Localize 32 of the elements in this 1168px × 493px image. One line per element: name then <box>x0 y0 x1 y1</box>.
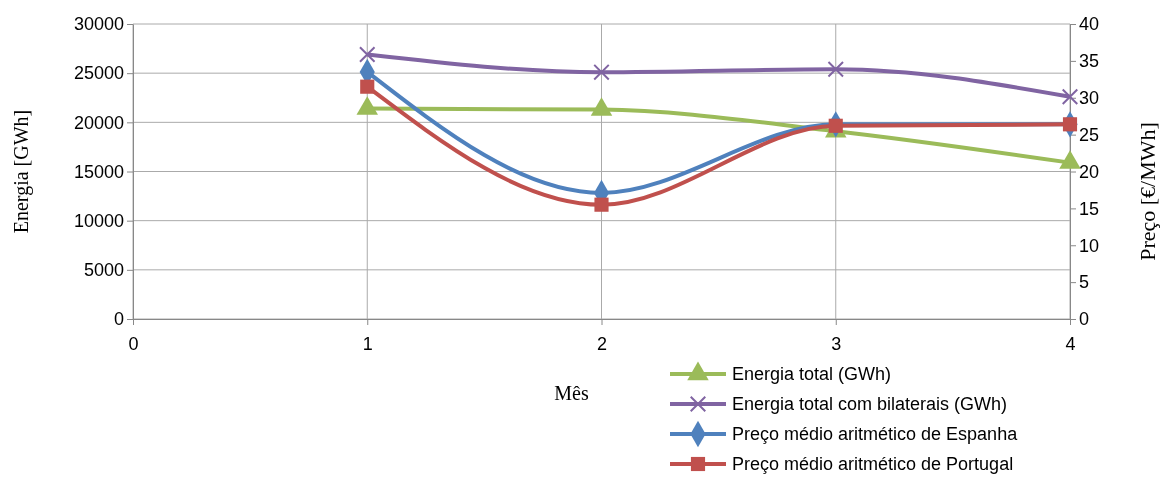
y-tick-label: 0 <box>113 309 124 330</box>
legend-label: Energia total (GWh) <box>732 364 892 384</box>
y2-tick-label: 25 <box>1079 124 1100 145</box>
y2-tick-label: 5 <box>1079 272 1090 293</box>
y-tick-label: 10000 <box>73 210 124 231</box>
x-axis-title: Mês <box>554 382 589 404</box>
point <box>1062 117 1078 132</box>
x-tick-label: 4 <box>1065 333 1076 354</box>
x-tick-label: 0 <box>128 333 139 354</box>
y-tick-label: 5000 <box>83 260 124 281</box>
x-tick-label: 3 <box>831 333 842 354</box>
legend-label: Preço médio aritmético de Espanha <box>732 424 1019 444</box>
y-tick-label: 30000 <box>73 14 124 35</box>
y2-tick-label: 40 <box>1079 14 1100 35</box>
y-axis-title: Energia [GWh] <box>10 109 33 234</box>
point <box>828 118 843 133</box>
x-tick-label: 2 <box>596 333 608 354</box>
legend-label: Preço médio aritmético de Portugal <box>732 454 1014 474</box>
y-tick-label: 25000 <box>73 63 124 84</box>
y2-tick-label: 15 <box>1079 198 1100 219</box>
point <box>360 79 375 94</box>
legend-label: Energia total com bilaterais (GWh) <box>732 394 1008 414</box>
y2-tick-label: 30 <box>1079 88 1100 109</box>
y2-tick-label: 20 <box>1079 161 1100 182</box>
y-tick-label: 20000 <box>73 112 124 133</box>
y2-axis-title: Preço [€/MWh] <box>1135 122 1160 261</box>
y2-tick-label: 10 <box>1079 235 1100 256</box>
y-tick-label: 15000 <box>73 161 124 182</box>
y2-tick-label: 0 <box>1079 309 1090 330</box>
y2-tick-label: 35 <box>1079 51 1100 72</box>
x-tick-label: 1 <box>362 333 373 354</box>
point <box>594 197 609 212</box>
